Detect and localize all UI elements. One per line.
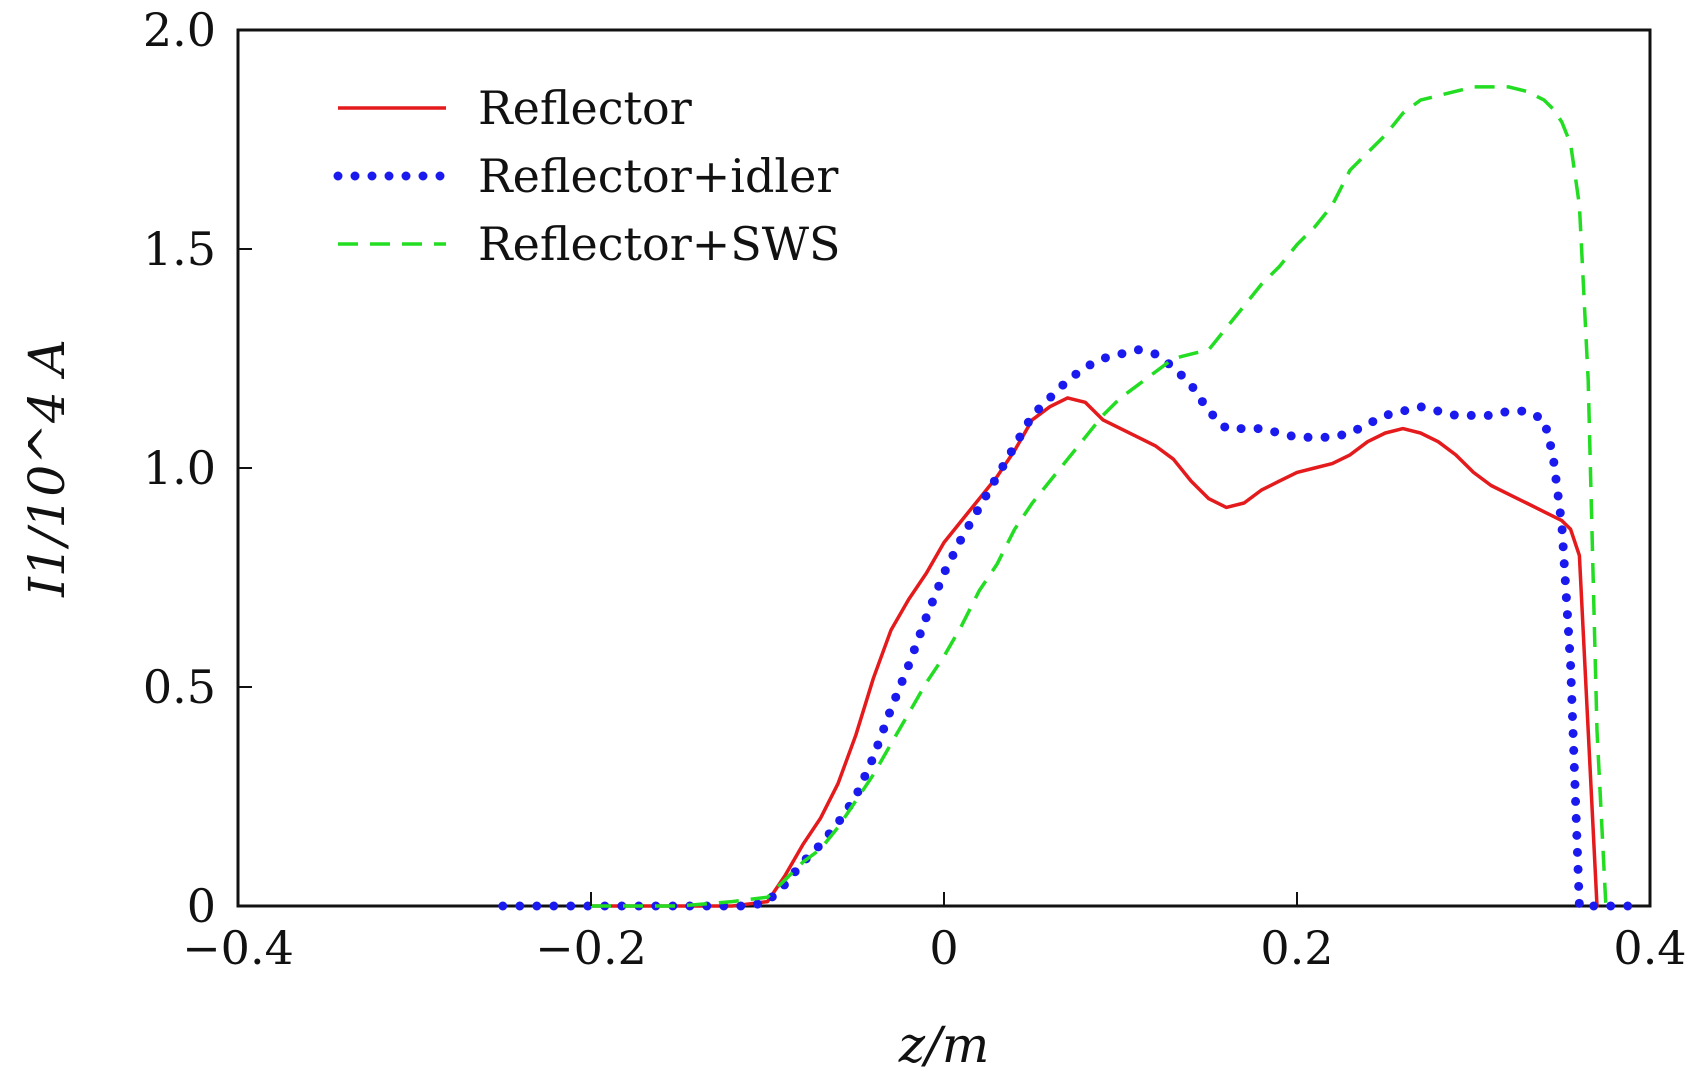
legend: Reflector Reflector+idler Reflector+SWS [333, 81, 841, 271]
y-axis-label: I1/10^4 A [18, 339, 76, 598]
x-tick-label: −0.2 [535, 921, 647, 975]
x-tick-label: 0.4 [1613, 921, 1686, 975]
x-axis-label-text: z/m [898, 1016, 990, 1074]
legend-label-3: Reflector+SWS [478, 217, 841, 271]
x-axis-label: z/m [898, 1016, 990, 1074]
y-tick-label: 2.0 [143, 3, 216, 57]
y-axis-label-text: I1/10^4 A [18, 339, 76, 598]
legend-label-2: Reflector+idler [478, 149, 838, 203]
series-group [498, 85, 1637, 911]
series-line-3 [591, 85, 1608, 908]
series-line-2 [498, 345, 1637, 911]
legend-label-1: Reflector [478, 81, 692, 135]
x-tick-label: −0.4 [182, 921, 294, 975]
y-tick-label: 1.0 [143, 441, 216, 495]
series-line-1 [589, 396, 1599, 908]
y-axis-ticks: 0 0.5 1.0 1.5 2.0 [143, 3, 252, 933]
x-axis-ticks: −0.4 −0.2 0 0.2 0.4 [182, 892, 1687, 975]
y-tick-label: 0.5 [143, 660, 216, 714]
x-tick-label: 0 [929, 921, 958, 975]
plot-frame [236, 28, 1652, 908]
y-tick-label: 1.5 [143, 222, 216, 276]
x-tick-label: 0.2 [1260, 921, 1333, 975]
y-tick-label: 0 [187, 879, 216, 933]
